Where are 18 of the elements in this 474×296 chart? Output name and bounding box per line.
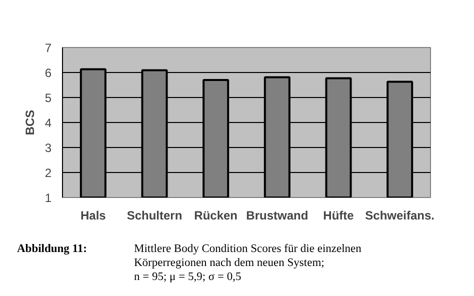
y-tick-label: 2 (44, 166, 52, 180)
x-tick-label: Hüfte (323, 208, 354, 222)
text: n = 95; μ = 5,9; σ = 0,5 (134, 271, 242, 283)
y-tick-label: 3 (44, 141, 52, 155)
y-tick-label: 7 (44, 41, 52, 55)
x-tick-label: Schultern (126, 208, 182, 222)
text: Abbildung 11: (16, 242, 88, 257)
y-axis-title: BCS (22, 110, 37, 136)
x-tick-label: Brustwand (246, 208, 308, 222)
y-tick-label: 5 (44, 91, 52, 105)
y-tick-label: 1 (44, 191, 52, 205)
x-tick-label: Schweifans. (365, 208, 435, 222)
y-tick-label: 6 (44, 66, 52, 80)
x-tick-label: Rücken (194, 208, 238, 222)
y-tick-label: 4 (44, 116, 52, 130)
text: Mittlere Body Condition Scores für die einzelnen (134, 243, 362, 255)
x-tick-label: Hals (80, 208, 106, 222)
text: Körperregionen nach dem neuen System; (134, 257, 324, 269)
